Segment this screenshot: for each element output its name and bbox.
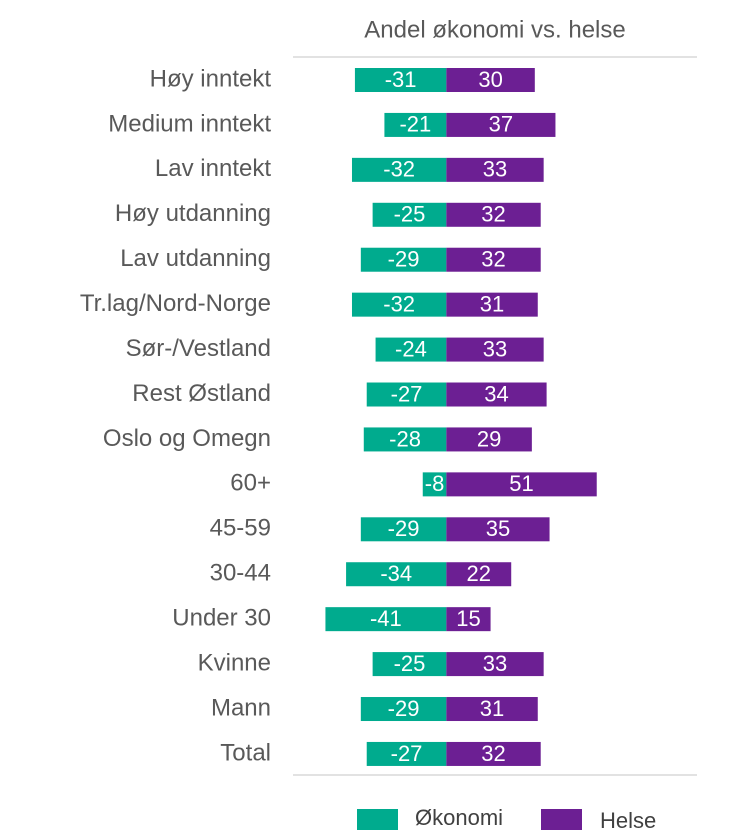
data-label: -29 (388, 696, 420, 721)
bar (446, 427, 532, 452)
data-label: 32 (481, 741, 505, 766)
category-label: Mann (211, 694, 271, 721)
chart-title: Andel økonomi vs. helse (364, 16, 625, 43)
bar (375, 337, 447, 362)
bar (360, 697, 447, 722)
bar (446, 247, 541, 272)
bar (446, 382, 547, 407)
bar (446, 202, 541, 227)
data-label: 51 (509, 471, 533, 496)
data-label: 32 (481, 202, 505, 227)
bar (446, 68, 535, 92)
data-label: -27 (391, 741, 423, 766)
bar (446, 472, 597, 497)
data-label: 31 (480, 291, 504, 316)
bar (422, 472, 447, 497)
category-label: Rest Østland (132, 380, 271, 407)
data-label: -25 (394, 651, 426, 676)
bar (325, 607, 447, 632)
data-label: 29 (477, 426, 501, 451)
bar (446, 607, 491, 632)
bar (372, 652, 447, 677)
data-label: 15 (456, 606, 480, 631)
data-label: -32 (383, 291, 415, 316)
category-label: Høy inntekt (150, 65, 272, 92)
data-label: 22 (467, 561, 491, 586)
bar (446, 517, 550, 542)
bar (446, 562, 512, 587)
data-label: -21 (399, 112, 431, 137)
bar (446, 157, 544, 182)
data-label: -31 (385, 67, 417, 92)
data-label: 30 (478, 67, 502, 92)
category-label: Kvinne (198, 649, 271, 676)
category-label: Tr.lag/Nord-Norge (80, 290, 271, 317)
data-label: -41 (370, 606, 402, 631)
legend-label: Økonomi (415, 805, 503, 830)
category-label: Total (220, 739, 271, 766)
data-label: -28 (389, 426, 421, 451)
data-label: -24 (395, 336, 427, 361)
data-label: -32 (383, 157, 415, 182)
category-label: Lav utdanning (120, 245, 271, 272)
bar (346, 562, 447, 587)
category-label: 30-44 (210, 560, 271, 587)
bar (360, 247, 447, 272)
legend-swatch (541, 809, 582, 830)
category-label: 45-59 (210, 515, 271, 542)
bar (354, 68, 447, 92)
data-label: 33 (483, 651, 507, 676)
bar (372, 202, 447, 227)
bar (446, 112, 556, 137)
data-label: 32 (481, 247, 505, 272)
data-label: 33 (483, 336, 507, 361)
bar (366, 382, 447, 407)
bar (446, 337, 544, 362)
legend-swatch (357, 809, 398, 830)
data-label: 37 (489, 112, 513, 137)
data-label: 31 (480, 696, 504, 721)
bar (351, 157, 447, 182)
bar (446, 697, 538, 722)
data-label: -29 (388, 247, 420, 272)
data-label: -34 (380, 561, 412, 586)
bar (446, 292, 538, 317)
bar (360, 517, 447, 542)
legend-label: Helse (600, 808, 656, 833)
data-label: -25 (394, 202, 426, 227)
data-label: -29 (388, 516, 420, 541)
category-label: Medium inntekt (108, 110, 271, 137)
data-label: -8 (425, 471, 445, 496)
bar (384, 112, 447, 137)
category-label: 60+ (230, 470, 271, 497)
category-label: Oslo og Omegn (103, 425, 271, 452)
category-label: Under 30 (172, 605, 271, 632)
data-label: 35 (486, 516, 510, 541)
bar (446, 652, 544, 677)
data-label: 34 (484, 381, 508, 406)
bar (366, 741, 447, 766)
bar (363, 427, 447, 452)
category-label: Sør-/Vestland (126, 335, 271, 362)
bar (446, 741, 541, 766)
data-label: 33 (483, 157, 507, 182)
category-label: Høy utdanning (115, 200, 271, 227)
data-label: -27 (391, 381, 423, 406)
bar (351, 292, 447, 317)
category-label: Lav inntekt (155, 155, 271, 182)
